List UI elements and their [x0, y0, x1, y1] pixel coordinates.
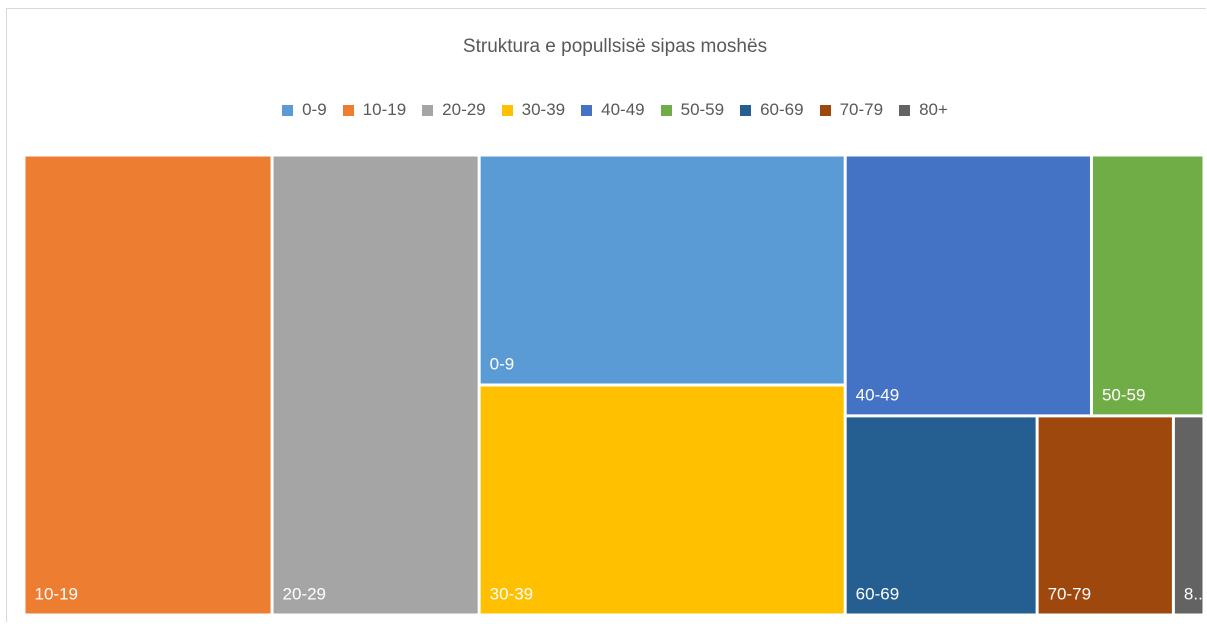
treemap-tile-60-69: [846, 417, 1036, 614]
legend-swatch: [581, 104, 593, 116]
treemap-tile-50-59: [1092, 156, 1203, 415]
legend-swatch: [282, 104, 294, 116]
legend-item: 10-19: [342, 100, 407, 120]
treemap-tile-20-29: [273, 156, 478, 614]
legend-swatch: [660, 104, 672, 116]
treemap-label: 40-49: [856, 385, 899, 404]
treemap-label: 20-29: [283, 585, 326, 604]
legend-item: 70-79: [819, 100, 884, 120]
legend-swatch: [740, 104, 752, 116]
legend-swatch: [342, 104, 354, 116]
treemap-label: 10-19: [35, 585, 78, 604]
legend-label: 40-49: [601, 100, 645, 119]
treemap-label: 30-39: [490, 585, 533, 604]
legend-label: 70-79: [839, 100, 884, 119]
treemap-label: 70-79: [1048, 585, 1091, 604]
legend-label: 0-9: [302, 100, 327, 119]
legend-label: 20-29: [442, 100, 486, 119]
legend-swatch: [422, 104, 434, 116]
treemap-label: 50-59: [1102, 385, 1145, 404]
legend-swatch: [501, 104, 513, 116]
legend-label: 50-59: [680, 100, 725, 119]
legend-label: 80+: [919, 100, 948, 119]
treemap-tile-80+: [1174, 417, 1203, 614]
legend-item: 0-9: [282, 100, 327, 120]
legend-item: 40-49: [581, 100, 645, 120]
treemap-tile-70-79: [1038, 417, 1172, 614]
legend-swatch: [899, 104, 911, 116]
legend-item: 30-39: [501, 100, 566, 120]
treemap-tile-10-19: [25, 156, 271, 614]
treemap-tile-30-39: [480, 386, 844, 614]
legend-swatch: [819, 104, 831, 116]
legend-label: 30-39: [521, 100, 566, 119]
legend-item: 20-29: [422, 100, 486, 120]
legend-item: 80+: [899, 100, 948, 120]
legend-item: 60-69: [740, 100, 804, 120]
chart-title: Struktura e popullsisë sipas moshës: [462, 36, 768, 57]
treemap-label: 8...: [1184, 585, 1207, 604]
legend-label: 60-69: [760, 100, 804, 119]
treemap-label: 0-9: [490, 355, 515, 374]
chart-legend: 0-9 10-19 20-29 30-39 40-49 50-59 60-69 70-79 80…: [0, 100, 1207, 120]
treemap-label: 60-69: [856, 585, 899, 604]
treemap-tile-0-9: [480, 156, 844, 384]
legend-label: 10-19: [362, 100, 407, 119]
legend-item: 50-59: [660, 100, 725, 120]
treemap-tile-40-49: [846, 156, 1090, 415]
